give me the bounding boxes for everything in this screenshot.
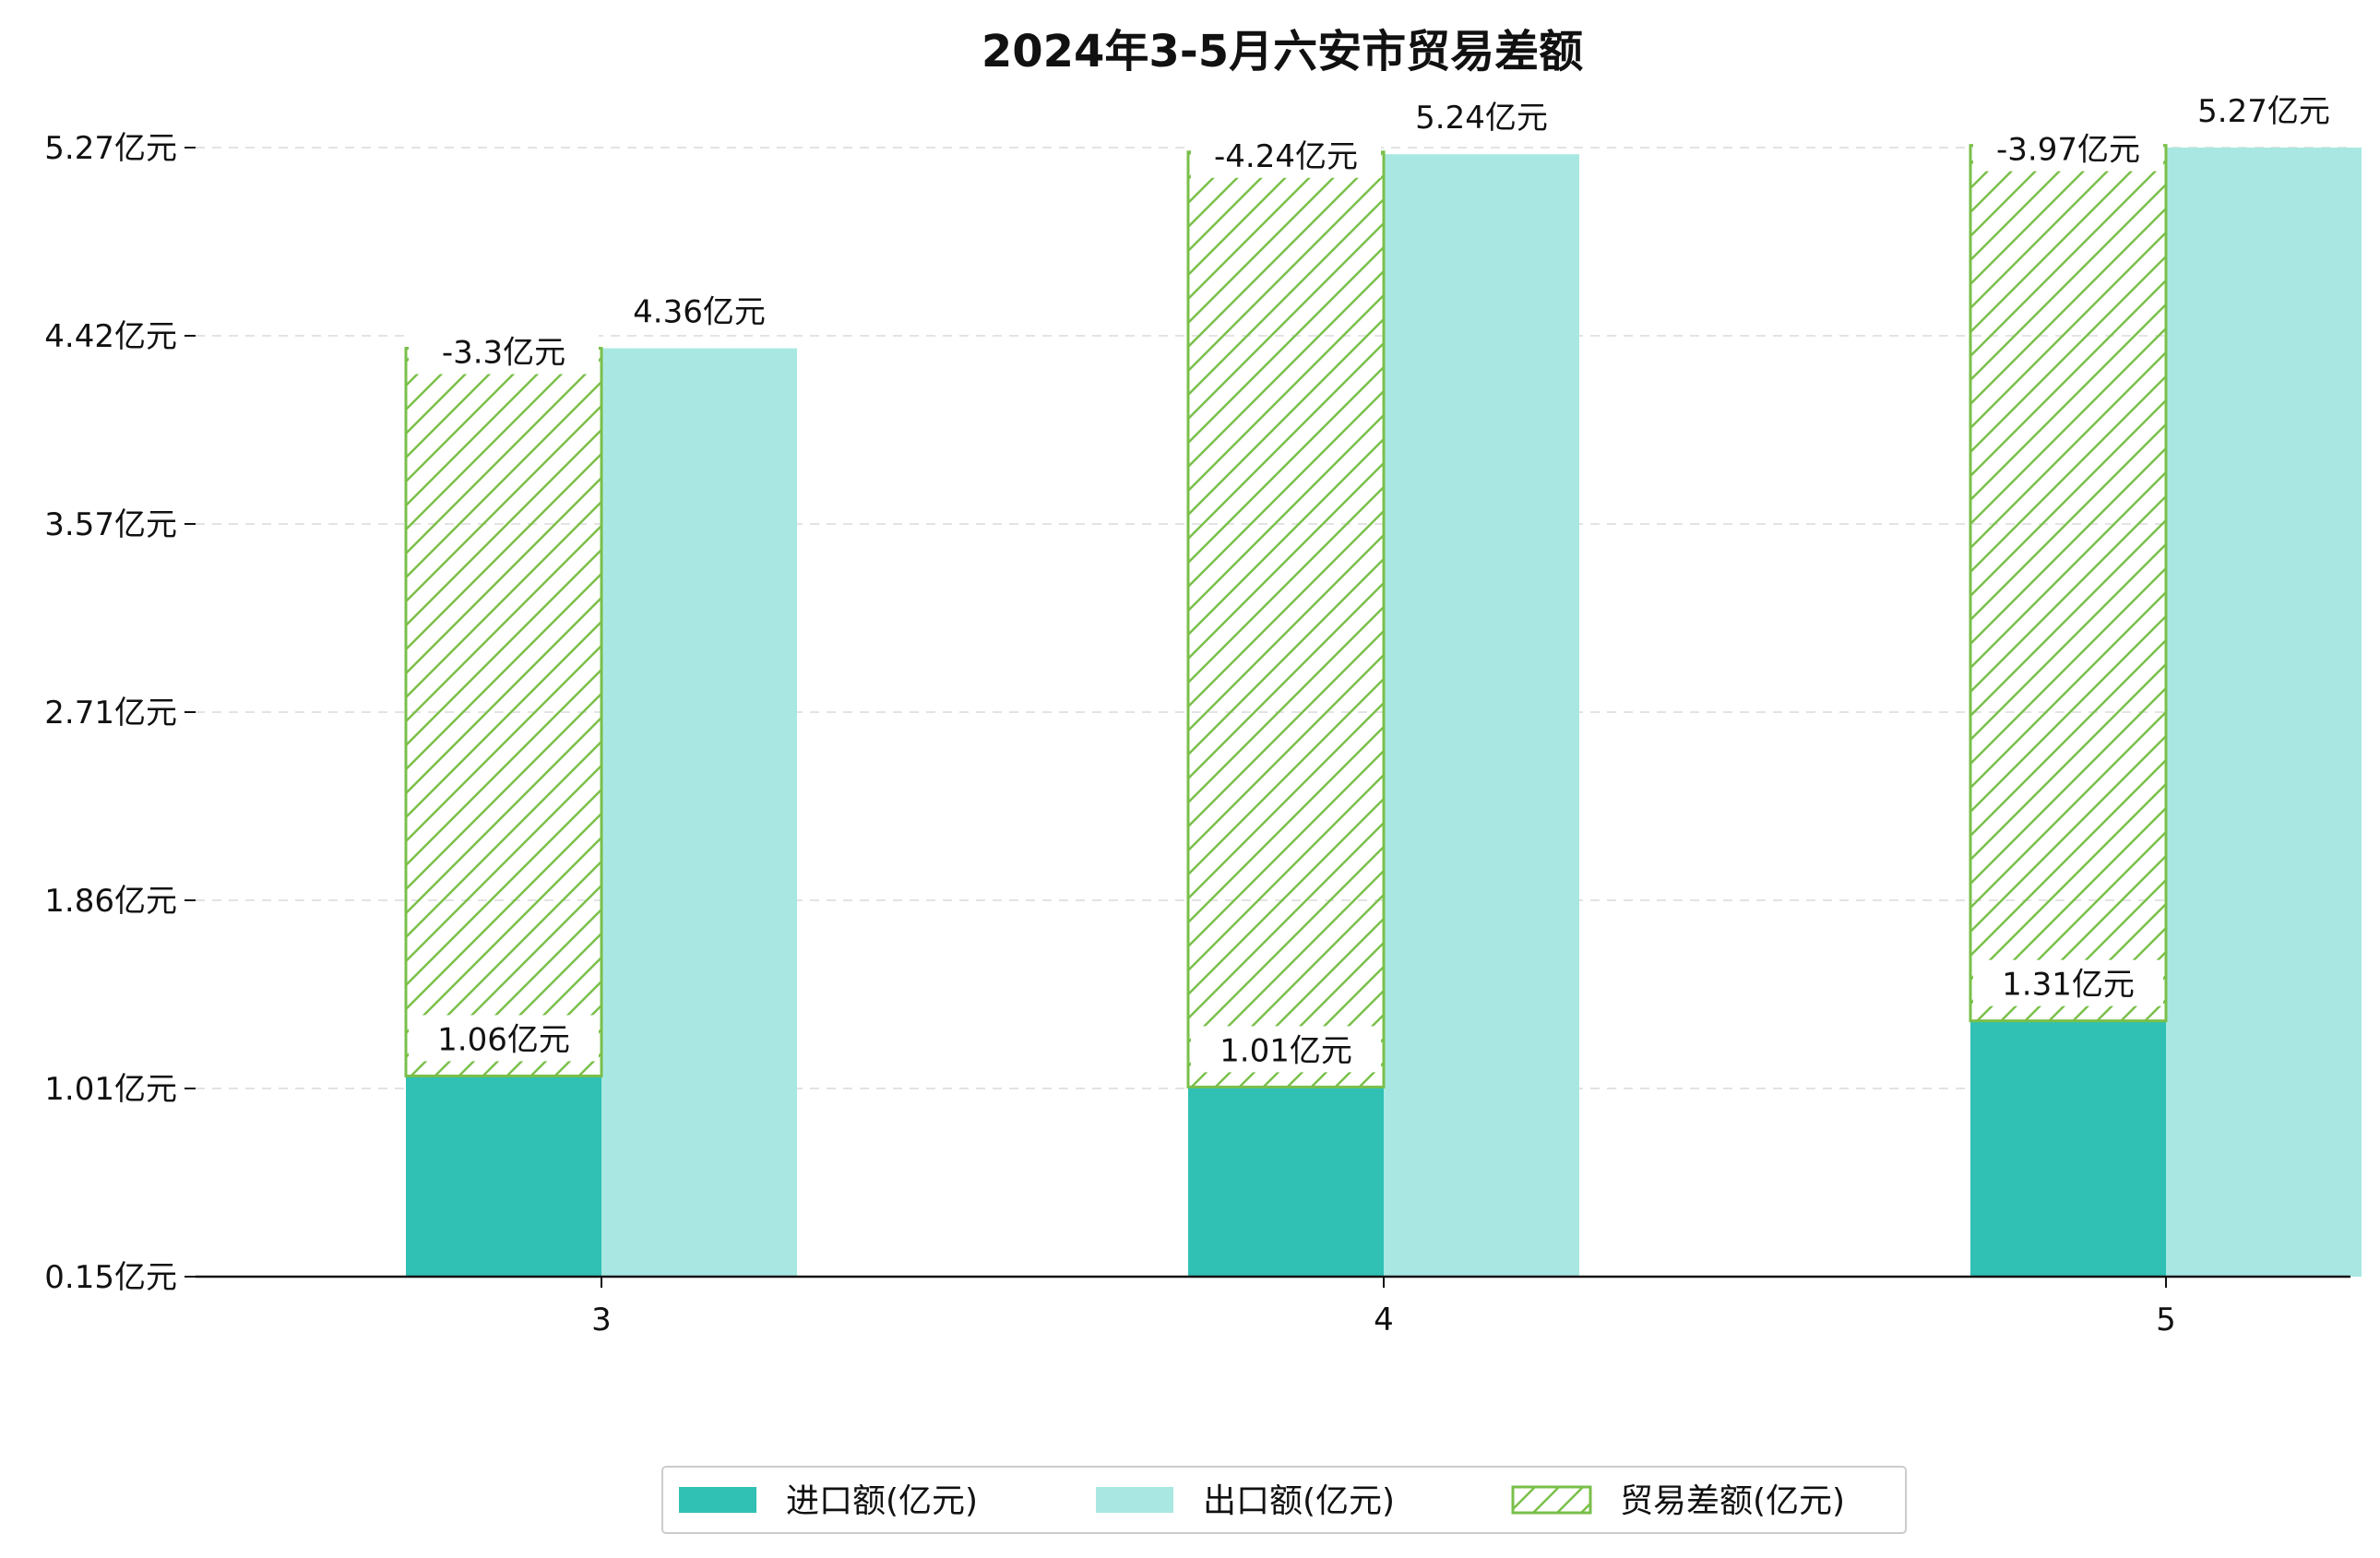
data-label: -3.97亿元 [1996,132,2140,169]
y-tick-label: 2.71亿元 [44,695,177,731]
legend-label: 出口额(亿元) [1203,1482,1395,1520]
export-bar [601,348,797,1277]
legend-box [661,1466,1907,1534]
trade-balance-bar [1969,144,2168,1023]
data-label-bg [2169,87,2359,133]
chart-title: 2024年3-5月六安市贸易差额 [982,26,1583,77]
data-labels: 1.06亿元 4.36亿元 -3.3亿元 1.01亿元 5.24亿元 -4.24亿元 1.3… [409,87,2359,1073]
data-label: 1.06亿元 [437,1021,570,1058]
axes: 0.15亿元 1.01亿元 1.86亿元 2.71亿元 3.57亿元 4.42亿元 5.27… [44,130,2350,1338]
legend-label: 进口额(亿元) [786,1482,978,1520]
data-label: 5.27亿元 [2197,93,2330,130]
y-tick-label: 0.15亿元 [44,1259,177,1296]
y-tick-label: 4.42亿元 [44,318,177,355]
trade-balance-bar [404,347,603,1077]
data-label: 5.24亿元 [1415,100,1548,137]
legend-swatch [1511,1485,1592,1515]
import-bar [406,1076,601,1277]
export-bar [2166,148,2362,1277]
data-label-bg [1973,125,2163,172]
data-label-bg [1191,1026,1381,1073]
data-label: 4.36亿元 [633,294,766,331]
export-bar [1384,154,1579,1277]
data-label: -3.3亿元 [442,335,565,372]
y-tick-label: 5.27亿元 [44,130,177,167]
legend-swatch [679,1487,756,1513]
legend: 进口额(亿元) 出口额(亿元) 贸易差额(亿元) [661,1466,1907,1534]
trade-balance-bar [1186,150,1386,1088]
data-label-bg [1191,131,1381,178]
data-label-bg [409,327,599,375]
y-tick-label: 3.57亿元 [44,506,177,543]
data-label-bg [604,287,794,334]
data-label-bg [1386,93,1577,140]
import-bar [1970,1020,2166,1277]
x-tick-label: 3 [591,1302,612,1338]
data-label: 1.31亿元 [2002,967,2135,1004]
data-label-bg [409,1015,599,1062]
legend-label: 贸易差额(亿元) [1620,1482,1845,1520]
data-label: -4.24亿元 [1214,138,1358,175]
data-label-bg [1973,959,2163,1006]
x-tick-label: 5 [2156,1302,2176,1338]
legend-swatch [1096,1487,1173,1513]
x-tick-label: 4 [1374,1302,1394,1338]
y-tick-label: 1.01亿元 [44,1071,177,1108]
import-bar [1188,1087,1384,1277]
bars [404,144,2362,1277]
y-tick-label: 1.86亿元 [44,883,177,920]
data-label: 1.01亿元 [1220,1032,1352,1069]
